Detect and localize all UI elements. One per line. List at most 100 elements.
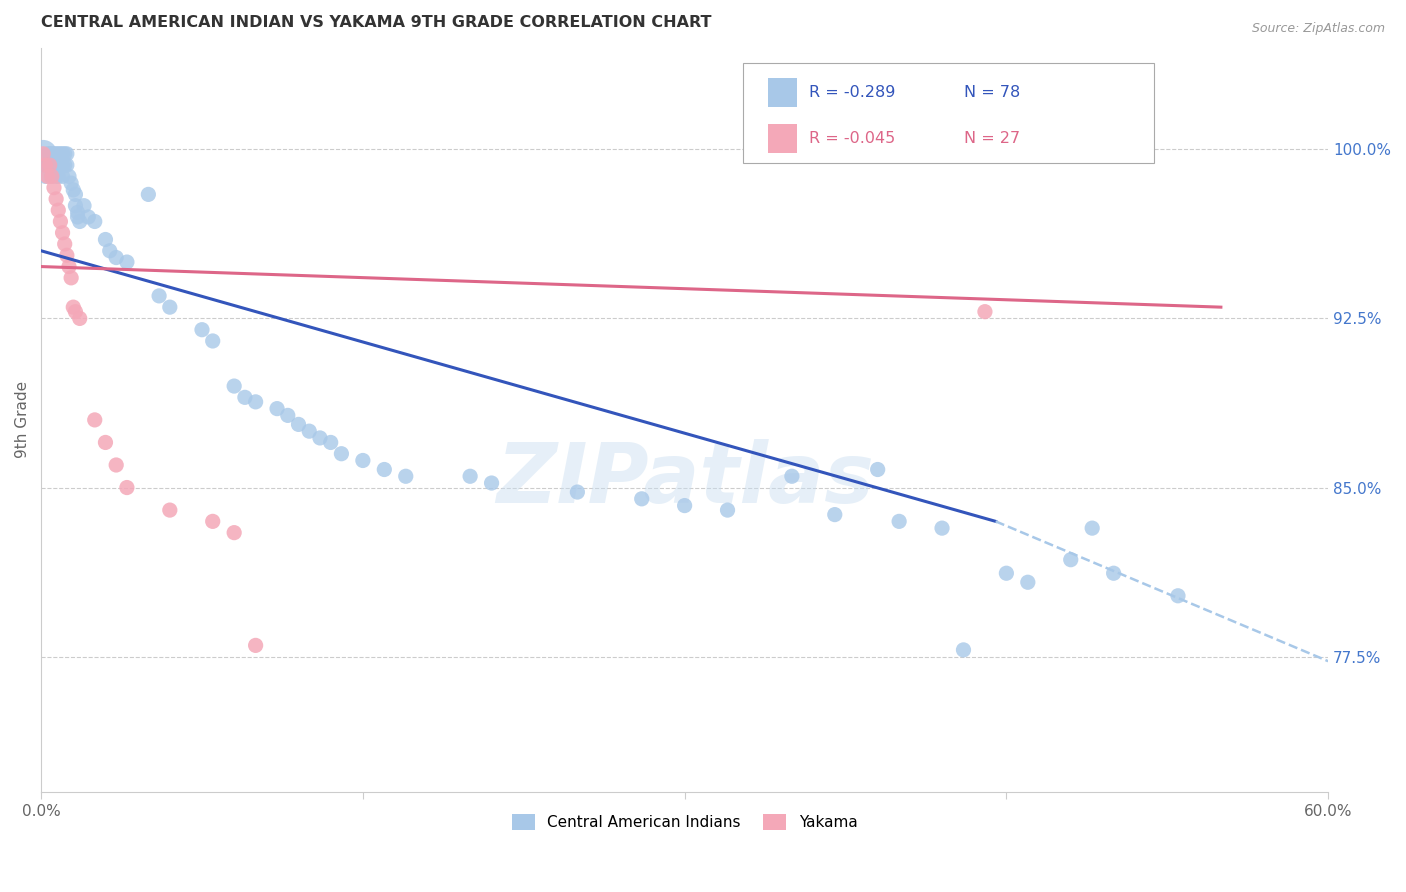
Point (32, 146, 55, 161)
Point (319, 435, 342, 450)
Point (866, 462, 889, 476)
Point (65, 304, 87, 318)
Point (65, 199, 87, 213)
Point (37, 146, 59, 161)
Point (60, 176, 83, 190)
Point (69, 214, 91, 228)
Point (1167, 589, 1189, 603)
Point (58, 169, 80, 184)
Point (352, 453, 374, 467)
Point (373, 462, 395, 476)
Point (46, 203, 69, 218)
Y-axis label: 9th Grade: 9th Grade (15, 382, 30, 458)
Point (34, 158, 56, 172)
Point (1081, 521, 1104, 535)
Point (1017, 575, 1039, 590)
Point (49, 214, 72, 228)
Point (38, 146, 60, 161)
Point (41, 146, 63, 161)
Point (41, 169, 63, 184)
Point (716, 503, 738, 517)
Point (73, 199, 96, 213)
Point (46, 158, 69, 172)
Point (37, 158, 59, 172)
Point (34, 169, 56, 184)
Point (32, 146, 55, 161)
Point (245, 639, 267, 653)
Point (780, 469, 803, 483)
Point (46, 169, 69, 184)
Point (38, 158, 60, 172)
Point (567, 485, 589, 500)
Point (287, 417, 309, 432)
Point (481, 476, 503, 491)
Point (58, 260, 80, 274)
Point (45, 158, 67, 172)
Point (224, 379, 246, 393)
Point (395, 469, 418, 483)
FancyBboxPatch shape (768, 124, 797, 153)
Point (53, 146, 76, 161)
Point (94, 435, 117, 450)
Point (458, 469, 481, 483)
Point (41, 169, 63, 184)
Point (201, 334, 224, 348)
Point (233, 390, 256, 404)
Point (952, 643, 974, 657)
Text: N = 78: N = 78 (965, 85, 1021, 100)
Point (42, 146, 65, 161)
Point (159, 503, 181, 517)
Point (62, 300, 84, 314)
Point (66, 205, 89, 219)
Point (138, 187, 160, 202)
Point (974, 304, 997, 318)
Point (83, 214, 105, 228)
Point (62, 183, 84, 197)
Point (245, 395, 267, 409)
Point (53, 158, 76, 172)
Text: R = -0.045: R = -0.045 (810, 131, 896, 146)
Point (298, 424, 321, 438)
Text: ZIPatlas: ZIPatlas (496, 439, 873, 520)
Point (49, 146, 72, 161)
Point (51, 169, 73, 184)
Point (42, 158, 65, 172)
Point (887, 514, 910, 528)
Point (45, 146, 67, 161)
Point (56, 248, 79, 262)
Point (148, 289, 170, 303)
Point (159, 300, 181, 314)
Point (191, 323, 214, 337)
Point (56, 158, 79, 172)
Point (115, 255, 138, 269)
Point (105, 251, 128, 265)
Point (115, 481, 138, 495)
Point (66, 210, 89, 224)
Point (49, 158, 72, 172)
Text: Source: ZipAtlas.com: Source: ZipAtlas.com (1251, 22, 1385, 36)
Point (201, 514, 224, 528)
Point (77, 210, 100, 224)
Point (42, 180, 65, 194)
Point (98, 244, 121, 258)
Point (995, 566, 1018, 581)
Point (224, 525, 246, 540)
Point (51, 146, 73, 161)
Point (94, 233, 117, 247)
Text: N = 27: N = 27 (965, 131, 1019, 146)
Point (69, 311, 91, 326)
Point (38, 158, 60, 172)
Point (53, 237, 76, 252)
Point (673, 499, 696, 513)
Point (630, 491, 652, 506)
FancyBboxPatch shape (742, 62, 1154, 163)
Legend: Central American Indians, Yakama: Central American Indians, Yakama (506, 808, 863, 837)
Point (60, 270, 83, 285)
Point (309, 431, 332, 445)
Point (1102, 566, 1125, 581)
Text: CENTRAL AMERICAN INDIAN VS YAKAMA 9TH GRADE CORRELATION CHART: CENTRAL AMERICAN INDIAN VS YAKAMA 9TH GR… (41, 15, 711, 30)
Point (56, 146, 79, 161)
Point (51, 158, 73, 172)
Point (83, 413, 105, 427)
Point (65, 187, 87, 202)
